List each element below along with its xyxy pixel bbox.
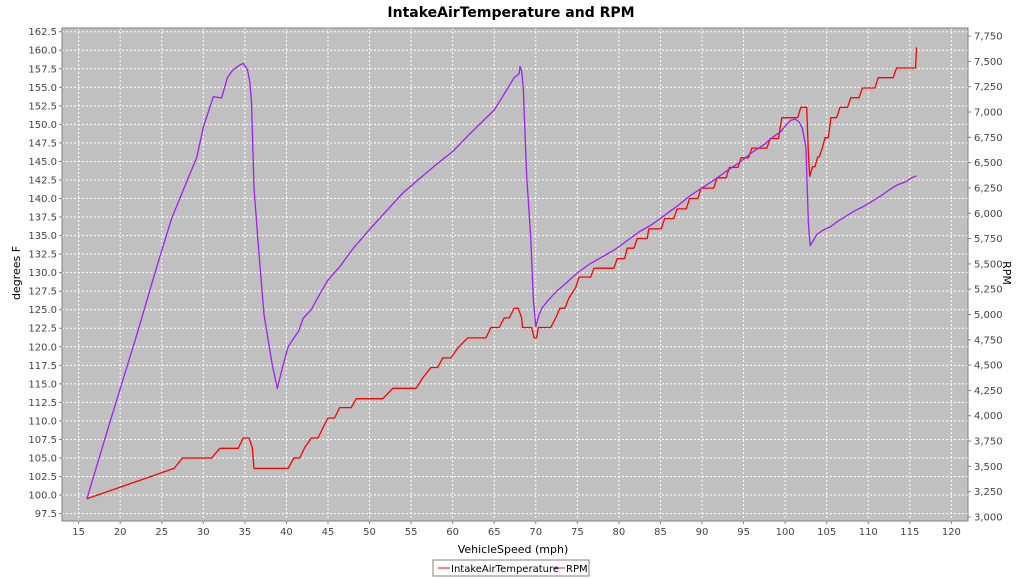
y-tick-label: 162.5	[28, 27, 57, 38]
y-tick-label: 105.0	[28, 453, 57, 464]
y-tick-label: 130.0	[28, 268, 57, 279]
y2-tick-label: 7,500	[974, 57, 1003, 68]
legend: IntakeAirTemperature RPM	[432, 559, 590, 577]
y2-tick-label: 5,000	[974, 310, 1003, 321]
y-tick-label: 160.0	[28, 46, 57, 57]
x-tick-label: 20	[114, 527, 127, 538]
y-axis-right: 3,000 3,250 3,500 3,750 4,000 4,250 4,500 4,750…	[968, 32, 1003, 523]
y2-axis-label: RPM	[1000, 261, 1013, 285]
y2-tick-label: 7,250	[974, 82, 1003, 93]
y-tick-label: 110.0	[28, 416, 57, 427]
y2-tick-label: 3,750	[974, 437, 1003, 448]
x-tick-label: 95	[737, 527, 750, 538]
y-tick-label: 142.5	[28, 175, 57, 186]
y-tick-label: 127.5	[28, 287, 57, 298]
x-tick-label: 110	[859, 527, 878, 538]
y-tick-label: 102.5	[28, 472, 57, 483]
y-tick-label: 115.0	[28, 379, 57, 390]
y-tick-label: 152.5	[28, 101, 57, 112]
plot-area	[62, 28, 968, 521]
y2-tick-label: 4,000	[974, 411, 1003, 422]
y2-tick-label: 4,250	[974, 386, 1003, 397]
y-tick-label: 147.5	[28, 138, 57, 149]
x-tick-label: 115	[900, 527, 919, 538]
x-axis: 15 20 25 30 35 40 45 50 55 60 65 70 75 80 85 90 95 100 105…	[72, 521, 961, 538]
y-tick-label: 107.5	[28, 435, 57, 446]
y2-tick-label: 4,750	[974, 335, 1003, 346]
x-tick-label: 85	[654, 527, 667, 538]
y-tick-label: 155.0	[28, 83, 57, 94]
y-tick-label: 157.5	[28, 64, 57, 75]
x-tick-label: 75	[571, 527, 584, 538]
x-axis-label: VehicleSpeed (mph)	[458, 543, 569, 556]
y-tick-label: 122.5	[28, 324, 57, 335]
x-tick-label: 50	[363, 527, 376, 538]
y2-tick-label: 7,750	[974, 32, 1003, 43]
y2-tick-label: 3,500	[974, 462, 1003, 473]
series-line-intakeairtemperature	[86, 47, 918, 500]
y2-tick-label: 6,000	[974, 209, 1003, 220]
y2-tick-label: 5,250	[974, 285, 1003, 296]
x-tick-label: 30	[197, 527, 210, 538]
grid-lines	[62, 28, 968, 521]
y-tick-label: 140.0	[28, 194, 57, 205]
y-tick-label: 145.0	[28, 157, 57, 168]
y2-tick-label: 4,500	[974, 361, 1003, 372]
y-tick-label: 117.5	[28, 361, 57, 372]
x-tick-label: 55	[405, 527, 418, 538]
x-tick-label: 15	[72, 527, 85, 538]
y2-tick-label: 6,250	[974, 183, 1003, 194]
legend-label-intake: IntakeAirTemperature	[451, 564, 559, 575]
x-tick-label: 70	[529, 527, 542, 538]
x-tick-label: 105	[817, 527, 836, 538]
y-tick-label: 125.0	[28, 305, 57, 316]
y-tick-label: 137.5	[28, 213, 57, 224]
x-tick-label: 45	[322, 527, 335, 538]
x-tick-label: 120	[942, 527, 961, 538]
x-tick-label: 35	[238, 527, 251, 538]
x-tick-label: 40	[280, 527, 293, 538]
y2-tick-label: 3,250	[974, 487, 1003, 498]
y-tick-label: 97.5	[35, 509, 57, 520]
legend-label-rpm: RPM	[566, 564, 588, 575]
series-layer	[86, 47, 918, 500]
series-line-rpm	[86, 62, 917, 499]
y-tick-label: 112.5	[28, 398, 57, 409]
y2-tick-label: 6,500	[974, 158, 1003, 169]
y-axis-left: 97.5 100.0 102.5 105.0 107.5 110.0 112.5 115.0 1…	[28, 27, 62, 520]
y-tick-label: 150.0	[28, 120, 57, 131]
y-tick-label: 132.5	[28, 250, 57, 261]
y-tick-label: 100.0	[28, 491, 57, 502]
y-tick-label: 120.0	[28, 342, 57, 353]
y-tick-label: 135.0	[28, 231, 57, 242]
chart-title: IntakeAirTemperature and RPM	[387, 5, 634, 21]
y2-tick-label: 5,500	[974, 259, 1003, 270]
y2-tick-label: 5,750	[974, 234, 1003, 245]
x-tick-label: 60	[446, 527, 459, 538]
legend-box	[432, 559, 590, 577]
y2-tick-label: 6,750	[974, 133, 1003, 144]
plot-border	[61, 27, 969, 522]
x-tick-label: 100	[776, 527, 795, 538]
x-tick-label: 65	[488, 527, 501, 538]
x-tick-label: 25	[155, 527, 168, 538]
y2-tick-label: 3,000	[974, 512, 1003, 523]
y-axis-label: degrees F	[10, 246, 23, 300]
x-tick-label: 90	[696, 527, 709, 538]
x-tick-label: 80	[613, 527, 626, 538]
y2-tick-label: 7,000	[974, 108, 1003, 119]
